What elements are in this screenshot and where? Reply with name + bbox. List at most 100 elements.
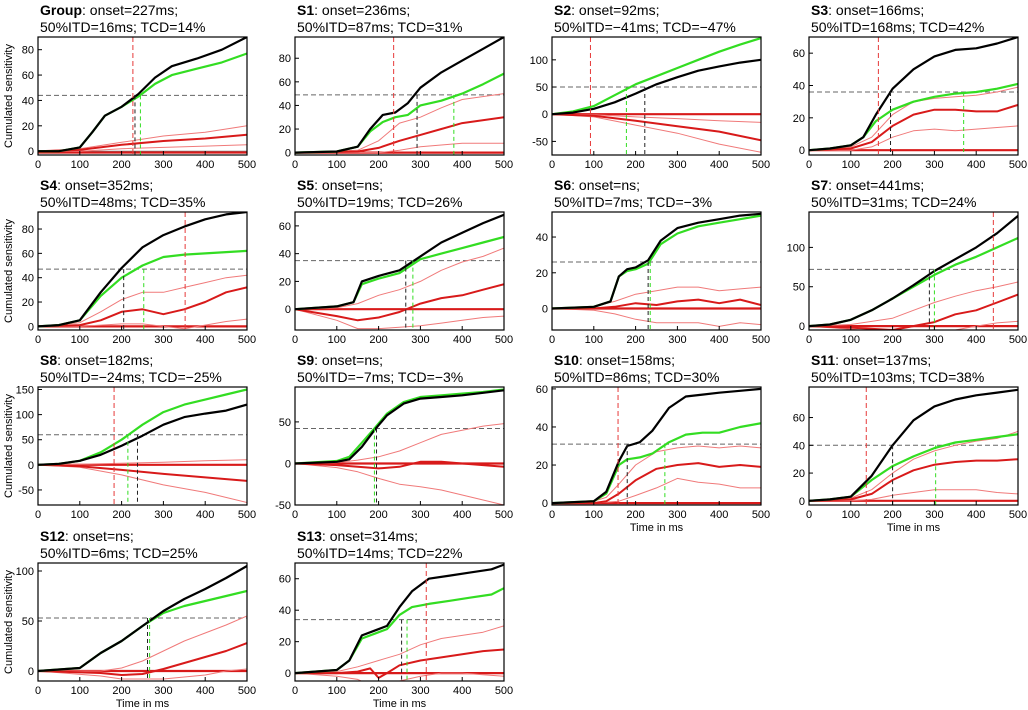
x-tick-label: 0 [292, 685, 298, 697]
panel-title: S8: onset=182ms; [40, 352, 153, 368]
panel-title-label: S9 [297, 352, 314, 368]
y-tick-label: 0 [28, 666, 34, 678]
series-red-thin1 [809, 86, 1018, 151]
series-green [38, 52, 247, 153]
x-tick-label: 500 [238, 334, 256, 346]
x-tick-label: 100 [71, 685, 89, 697]
x-tick-label: 100 [842, 159, 860, 171]
y-tick-label: 0 [28, 321, 34, 333]
panel-s12: S12: onset=ns;50%ITD=6ms; TCD=25% 0 100 200… [3, 528, 256, 710]
panel-s1: S1: onset=236ms;50%ITD=87ms; TCD=31% 0 100… [279, 2, 513, 171]
panel-title-label: S13 [297, 528, 322, 544]
panel-subtitle: 50%ITD=31ms; TCD=24% [811, 194, 976, 210]
x-tick-label: 200 [626, 334, 644, 346]
panel-title-label: S4 [40, 177, 57, 193]
plot-area [295, 37, 504, 155]
y-tick-label: 50 [22, 616, 34, 628]
y-tick-label: 20 [279, 637, 291, 649]
series-red-thin1 [38, 615, 247, 672]
plot-frame [37, 211, 248, 331]
y-tick-label: 0 [542, 498, 548, 510]
series-black [295, 389, 504, 465]
panel-title: Group: onset=227ms; [40, 2, 178, 18]
series-green [295, 388, 504, 465]
series-black [38, 212, 247, 328]
x-tick-label: 100 [842, 509, 860, 521]
series-green [38, 249, 247, 328]
panel-title-onset: : onset=182ms; [57, 352, 153, 368]
x-tick-label: 500 [1009, 334, 1027, 346]
y-tick-label: 0 [542, 109, 548, 121]
series-green [552, 37, 761, 116]
x-tick-label: 200 [112, 509, 130, 521]
x-tick-label: 400 [196, 509, 214, 521]
x-tick-label: 0 [35, 685, 41, 697]
y-tick-label: 80 [279, 53, 291, 65]
x-tick-label: 200 [112, 685, 130, 697]
series-black [809, 37, 1018, 152]
y-axis-label: Cumulated sensitivity [3, 44, 15, 148]
series-red-thin2 [552, 308, 761, 327]
x-tick-label: 400 [967, 334, 985, 346]
plot-area [38, 387, 247, 505]
plot-frame [808, 36, 1019, 156]
plot-frame [808, 211, 1019, 331]
x-tick-label: 200 [883, 159, 901, 171]
x-tick-label: 200 [112, 334, 130, 346]
x-tick-label: 400 [967, 509, 985, 521]
series-red-thin2 [809, 125, 1018, 151]
x-tick-label: 500 [495, 159, 513, 171]
panel-title: S6: onset=ns; [554, 177, 640, 193]
series-red-thick [552, 113, 761, 142]
panel-title-label: S11 [811, 352, 835, 368]
y-tick-label: 60 [793, 48, 805, 60]
y-tick-label: 0 [799, 145, 805, 157]
x-tick-label: 400 [453, 334, 471, 346]
series-red-thin1 [552, 445, 761, 504]
plot-area [295, 388, 504, 505]
x-tick-label: 0 [292, 509, 298, 521]
x-tick-label: 500 [495, 334, 513, 346]
panel-subtitle: 50%ITD=14ms; TCD=22% [297, 545, 462, 561]
panel-s5: S5: onset=ns;50%ITD=19ms; TCD=26%0 100 200… [279, 177, 513, 346]
plot-area [552, 387, 761, 505]
panel-s10: S10: onset=158ms;50%ITD=86ms; TCD=30% 0 10… [536, 352, 770, 534]
x-tick-label: 300 [668, 509, 686, 521]
y-tick-label: 50 [22, 435, 34, 447]
series-red-thick [38, 642, 247, 676]
plot-frame [37, 562, 248, 682]
panel-title-onset: : onset=236ms; [314, 2, 410, 18]
series-red-thick [38, 286, 247, 328]
x-tick-label: 0 [549, 159, 555, 171]
series-black [295, 37, 504, 154]
y-tick-label: 100 [787, 242, 805, 254]
panel-subtitle: 50%ITD=86ms; TCD=30% [554, 369, 719, 385]
x-tick-label: 200 [369, 159, 387, 171]
y-tick-label: 20 [22, 297, 34, 309]
series-red-thin1 [809, 281, 1018, 327]
plot-frame [551, 211, 762, 331]
series-red-thick [295, 116, 504, 154]
series-red-thick [295, 283, 504, 322]
plot-frame [551, 386, 762, 506]
series-red-thick [295, 648, 504, 679]
y-tick-label: 20 [793, 468, 805, 480]
x-tick-label: 300 [154, 334, 172, 346]
series-black [552, 212, 761, 310]
x-tick-label: 0 [806, 334, 812, 346]
panel-title: S3: onset=166ms; [811, 2, 924, 18]
series-black [809, 388, 1018, 502]
x-tick-label: 500 [495, 509, 513, 521]
panel-s3: S3: onset=166ms;50%ITD=168ms; TCD=42% 0 10… [793, 2, 1027, 171]
panel-title-onset: : onset=ns; [314, 177, 383, 193]
series-green [38, 589, 247, 673]
panel-s8: S8: onset=182ms;50%ITD=−24ms; TCD=−25% 0 1… [3, 352, 256, 521]
panel-title-onset: : onset=352ms; [57, 177, 153, 193]
plot-area [809, 387, 1018, 505]
y-tick-label: 40 [279, 100, 291, 112]
panel-subtitle: 50%ITD=16ms; TCD=14% [40, 19, 205, 35]
plot-area [38, 212, 247, 330]
x-tick-label: 300 [668, 334, 686, 346]
series-black [552, 387, 761, 505]
y-tick-label: 60 [22, 248, 34, 260]
